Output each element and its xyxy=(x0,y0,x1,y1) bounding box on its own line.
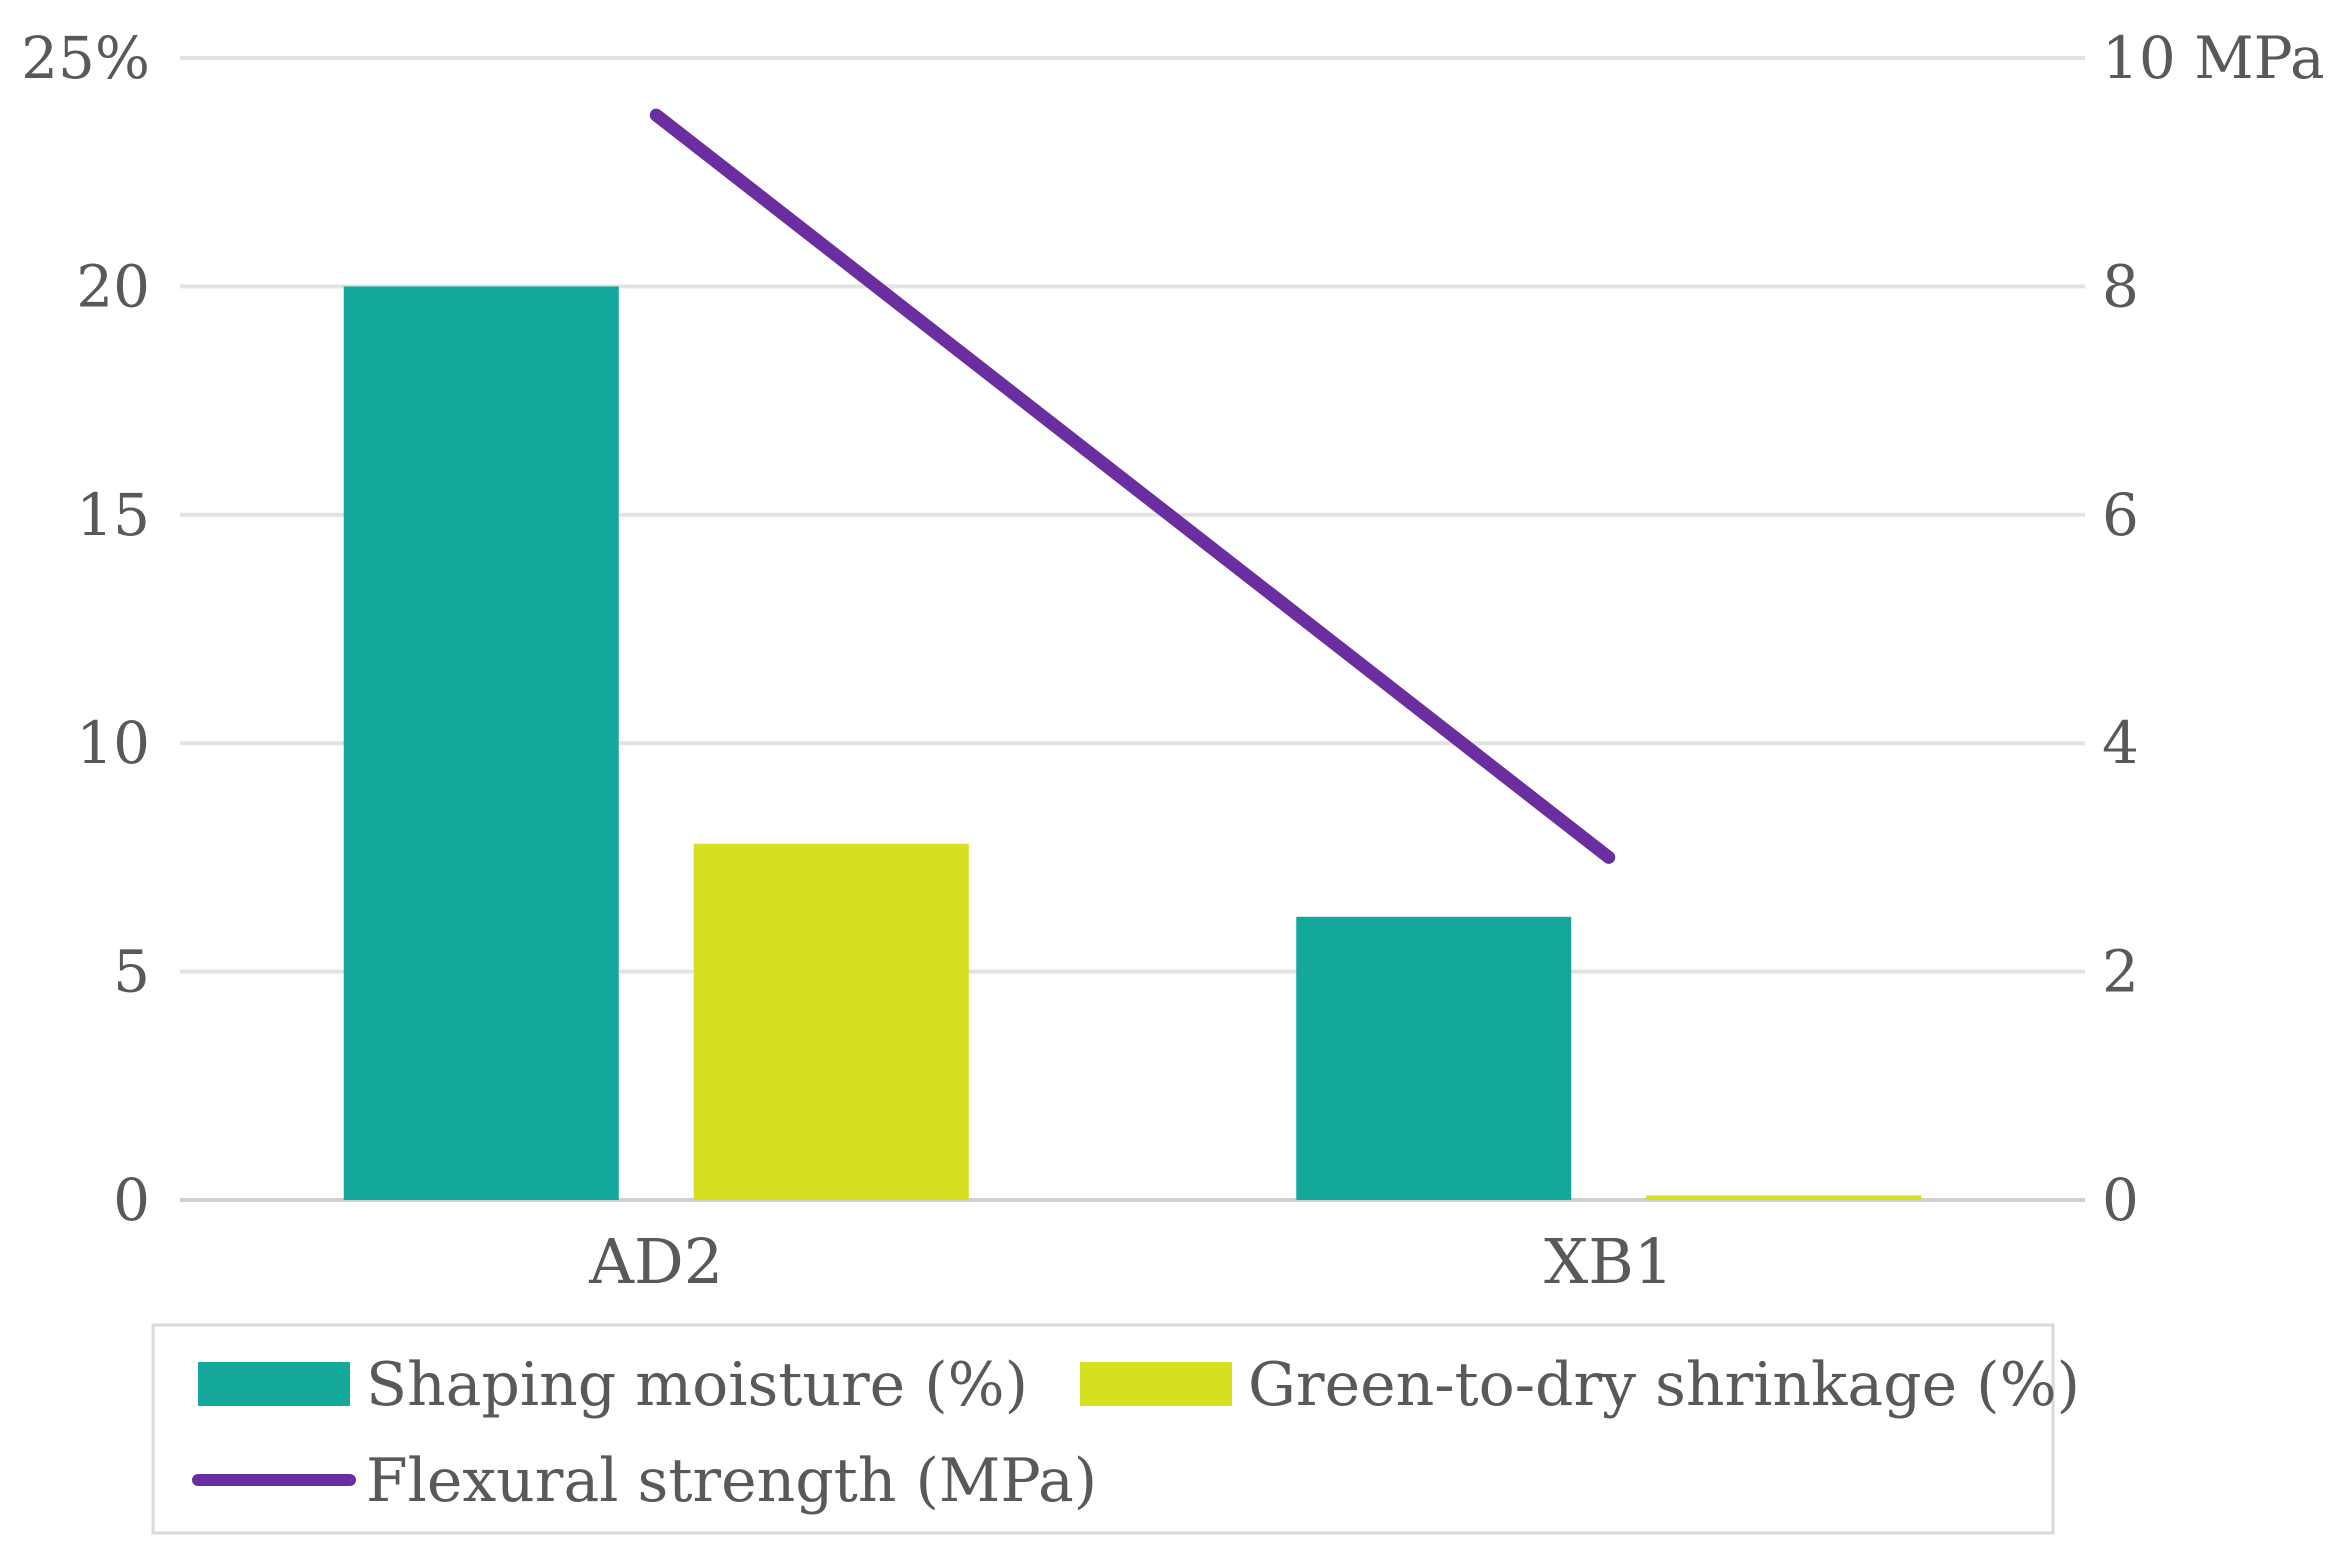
bar-shaping-moisture-xb1 xyxy=(1296,916,1572,1200)
left-tick-label: 15 xyxy=(76,481,150,549)
right-tick-label: 4 xyxy=(2102,709,2139,777)
left-tick-label: 5 xyxy=(113,938,150,1006)
right-tick-label: 2 xyxy=(2102,938,2139,1006)
left-axis-ticks: 0 5 10 15 20 25% xyxy=(21,24,150,1234)
line-series xyxy=(649,108,1616,864)
category-labels: AD2 XB1 xyxy=(588,1225,1673,1298)
legend-label-flexural-strength: Flexural strength (MPa) xyxy=(366,1446,1097,1516)
right-tick-label: 0 xyxy=(2102,1166,2139,1234)
legend-swatch-shaping-moisture xyxy=(198,1362,350,1406)
legend-label-green-to-dry-shrinkage: Green-to-dry shrinkage (%) xyxy=(1248,1350,2080,1420)
legend-box xyxy=(151,1323,2055,1535)
legend-label-shaping-moisture: Shaping moisture (%) xyxy=(366,1350,1028,1420)
category-label-xb1: XB1 xyxy=(1544,1225,1673,1298)
bar-green-to-dry-shrinkage-xb1 xyxy=(1646,1195,1922,1200)
left-tick-label: 0 xyxy=(113,1166,150,1234)
bar-green-to-dry-shrinkage-ad2 xyxy=(693,843,969,1200)
legend: Shaping moisture (%) Green-to-dry shrink… xyxy=(151,1323,2080,1535)
right-tick-label: 8 xyxy=(2102,252,2139,320)
bars xyxy=(343,286,1922,1200)
line-flexural-strength xyxy=(649,108,1616,864)
bar-shaping-moisture-ad2 xyxy=(343,286,619,1200)
legend-swatch-green-to-dry-shrinkage xyxy=(1080,1362,1232,1406)
left-tick-label: 10 xyxy=(76,709,150,777)
right-tick-label: 10 MPa xyxy=(2102,24,2325,92)
right-tick-label: 6 xyxy=(2102,481,2139,549)
left-tick-label: 20 xyxy=(76,252,150,320)
right-axis-ticks: 0 2 4 6 8 10 MPa xyxy=(2102,24,2325,1234)
category-label-ad2: AD2 xyxy=(588,1225,723,1298)
left-tick-label: 25% xyxy=(21,24,150,92)
